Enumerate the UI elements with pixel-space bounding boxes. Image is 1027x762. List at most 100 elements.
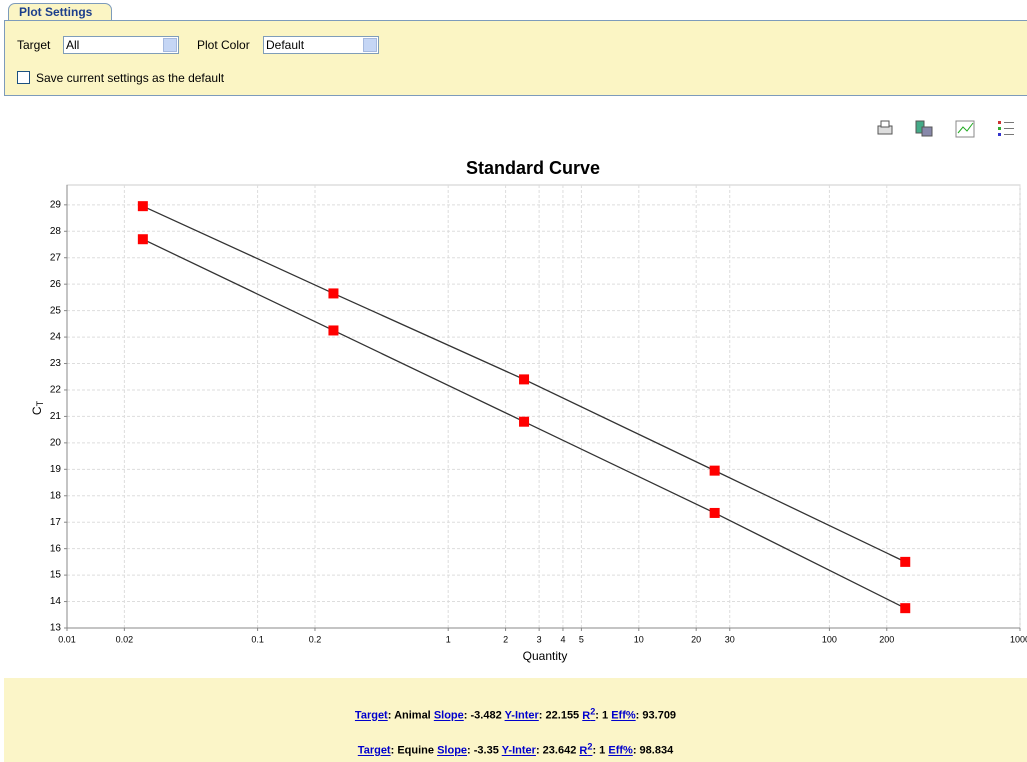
target-name: Animal xyxy=(394,709,431,722)
x-tick-label: 20 xyxy=(691,634,701,644)
dropdown-arrow xyxy=(363,38,377,52)
x-axis-label: Quantity xyxy=(523,649,568,663)
y-tick-label: 25 xyxy=(50,305,62,316)
data-point xyxy=(137,201,148,212)
r-text: R xyxy=(579,744,588,757)
save-label: Save current settings as the default xyxy=(36,71,225,85)
sep: : xyxy=(592,744,597,757)
data-point xyxy=(137,234,148,245)
sep: : xyxy=(387,709,392,722)
eff-value: 93.709 xyxy=(642,709,677,722)
x-tick-label: 1000 xyxy=(1010,634,1027,644)
x-tick-label: 0.02 xyxy=(116,634,134,644)
y-tick-label: 13 xyxy=(50,623,62,634)
settings-panel: Target All Plot Color Default Save curre… xyxy=(4,20,1027,96)
x-tick-label: 4 xyxy=(560,634,565,644)
data-point xyxy=(709,507,720,518)
settings-tab[interactable]: Plot Settings xyxy=(8,3,112,20)
y-tick-label: 15 xyxy=(50,570,62,581)
y-tick-label: 14 xyxy=(50,596,62,607)
data-point xyxy=(328,325,339,336)
x-tick-label: 3 xyxy=(537,634,542,644)
x-tick-label: 0.1 xyxy=(251,634,264,644)
x-tick-label: 200 xyxy=(879,634,894,644)
x-tick-label: 30 xyxy=(725,634,735,644)
eff-value: 98.834 xyxy=(639,744,674,757)
sep: : xyxy=(632,744,637,757)
target-name: Equine xyxy=(397,744,435,757)
target-link[interactable]: Target xyxy=(354,709,388,722)
sep: : xyxy=(595,709,599,722)
x-tick-label: 100 xyxy=(822,634,837,644)
chart-title: Standard Curve xyxy=(466,158,600,178)
r2-link[interactable]: R2 xyxy=(582,706,595,722)
sep: : xyxy=(538,709,543,722)
sep: : xyxy=(390,744,395,757)
x-tick-label: 0.01 xyxy=(58,634,76,644)
save-image-icon[interactable] xyxy=(915,120,933,137)
data-point xyxy=(519,374,530,385)
x-tick-label: 0.2 xyxy=(309,634,322,644)
chart: Standard Curve Quantity CT 1314151617181… xyxy=(30,158,1027,663)
y-tick-label: 19 xyxy=(50,464,62,475)
r-text: R xyxy=(582,709,591,722)
y-axis-label: CT xyxy=(30,400,45,415)
y-axis-label-sub: T xyxy=(35,400,45,406)
y-tick-label: 17 xyxy=(50,517,62,528)
y-tick-label: 20 xyxy=(50,438,62,449)
y-tick-label: 16 xyxy=(50,543,62,554)
y-tick-label: 23 xyxy=(50,358,62,369)
stats-panel: Target: Animal Slope: -3.482 Y-Inter: 22… xyxy=(4,678,1027,762)
sep: : xyxy=(463,709,468,722)
target-select[interactable]: All xyxy=(63,36,179,54)
color-value: Default xyxy=(266,38,305,52)
sep: : xyxy=(635,709,640,722)
data-point xyxy=(900,603,911,614)
r-sup: 2 xyxy=(587,741,593,751)
x-tick-label: 2 xyxy=(503,634,508,644)
eff-link[interactable]: Eff% xyxy=(611,709,636,722)
save-checkbox[interactable] xyxy=(17,71,30,84)
data-point xyxy=(328,288,339,299)
y-tick-label: 26 xyxy=(50,279,62,290)
r2-value: 1 xyxy=(602,709,609,722)
toolbar xyxy=(877,120,1014,138)
slope-value: -3.35 xyxy=(473,744,499,757)
yinter-value: 22.155 xyxy=(545,709,580,722)
x-tick-label: 1 xyxy=(446,634,451,644)
chart-options-icon[interactable] xyxy=(955,120,975,138)
slope-link[interactable]: Slope xyxy=(437,744,468,757)
yinter-link[interactable]: Y-Inter xyxy=(504,709,539,722)
sep: : xyxy=(467,744,471,757)
yinter-link[interactable]: Y-Inter xyxy=(501,744,536,757)
data-point xyxy=(900,556,911,567)
yinter-value: 23.642 xyxy=(542,744,577,757)
dropdown-arrow xyxy=(163,38,177,52)
y-tick-label: 29 xyxy=(50,199,62,210)
y-tick-label: 18 xyxy=(50,490,62,501)
plot-area xyxy=(66,184,1021,629)
y-tick-label: 24 xyxy=(50,332,62,343)
data-point xyxy=(519,416,530,427)
legend-icon[interactable] xyxy=(998,121,1014,136)
y-tick-label: 27 xyxy=(50,252,62,263)
y-axis-label-main: C xyxy=(30,406,44,415)
color-label: Plot Color xyxy=(197,38,250,52)
print-icon[interactable] xyxy=(877,120,893,135)
target-link[interactable]: Target xyxy=(357,744,391,757)
x-tick-label: 5 xyxy=(579,634,584,644)
data-point xyxy=(709,465,720,476)
y-tick-label: 28 xyxy=(50,226,62,237)
color-select[interactable]: Default xyxy=(263,36,379,54)
slope-link[interactable]: Slope xyxy=(433,709,464,722)
y-tick-label: 22 xyxy=(50,385,62,396)
eff-link[interactable]: Eff% xyxy=(608,744,633,757)
stats-row: Target: Equine Slope: -3.35 Y-Inter: 23.… xyxy=(4,741,1027,757)
target-value: All xyxy=(66,38,80,52)
r2-value: 1 xyxy=(599,744,606,757)
sep: : xyxy=(535,744,540,757)
r2-link[interactable]: R2 xyxy=(579,741,592,757)
slope-value: -3.482 xyxy=(470,709,502,722)
x-tick-label: 10 xyxy=(634,634,644,644)
